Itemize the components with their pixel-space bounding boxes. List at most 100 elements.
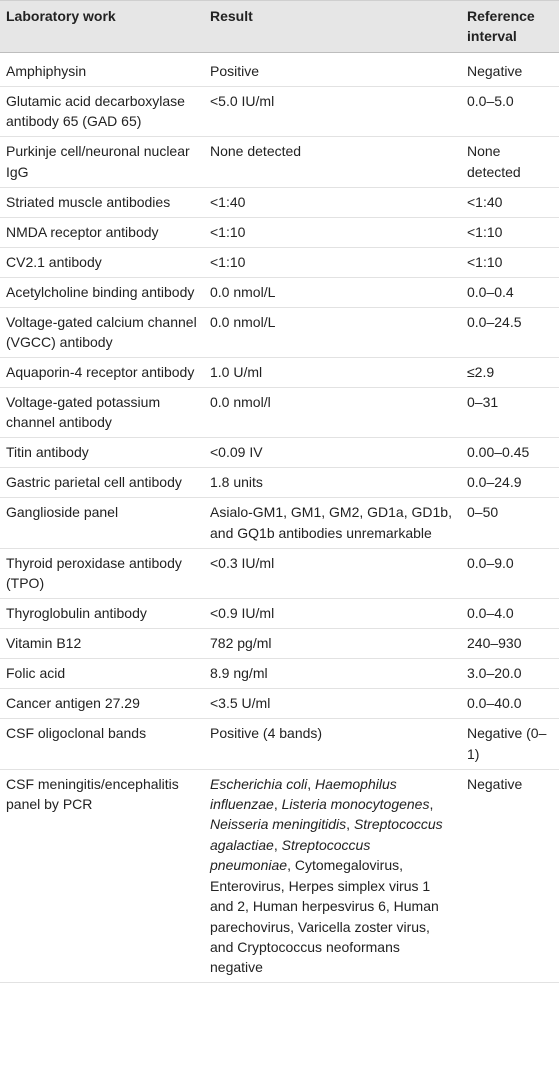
test-name: Striated muscle antibodies <box>6 193 171 210</box>
result: 1.8 units <box>210 474 263 491</box>
result: <1:10 <box>210 223 246 240</box>
test-name: Voltage-gated calcium channel (VGCC) ant… <box>6 313 197 351</box>
lab-table: Laboratory work Result Reference interval … <box>0 0 559 983</box>
test-name: Voltage-gated potassium channel antibody <box>6 394 161 431</box>
result: None detected <box>210 143 302 160</box>
test-name: CSF meningitis/encephalitis panel by PCR <box>6 775 179 813</box>
table-row: Purkinje cell/neuronal nuclear IgG None d… <box>0 137 559 188</box>
result: 0.0 nmol/l <box>210 394 271 411</box>
test-name: CV2.1 antibody <box>6 253 102 270</box>
table-row: CV2.1 antibody <1:10 <1:10 <box>0 247 559 278</box>
result: 1.0 U/ml <box>210 364 263 381</box>
result: <1:40 <box>210 193 246 210</box>
reference-interval: 0–31 <box>467 394 499 411</box>
result: <5.0 IU/ml <box>210 92 275 109</box>
reference-interval: Negative (0–1) <box>467 725 547 762</box>
result: 0.0 nmol/L <box>210 283 276 300</box>
test-name: Amphiphysin <box>6 62 87 79</box>
italic-text: Haemophilus influenzae <box>210 775 397 813</box>
text: , <box>273 796 282 813</box>
test-name: Gastric parietal cell antibody <box>6 474 182 491</box>
result: Escherichia coli, Haemophilus influenzae… <box>204 769 461 983</box>
result: Asialo-GM1, GM1, GM2, GD1a, GD1b, and GQ… <box>210 504 452 541</box>
test-name: Aquaporin-4 receptor antibody <box>6 364 195 381</box>
test-name: Titin antibody <box>6 444 89 461</box>
italic-text: Escherichia coli <box>210 775 308 792</box>
table-row: Ganglioside panel Asialo-GM1, GM1, GM2, G… <box>0 498 559 549</box>
test-name: Acetylcholine binding antibody <box>6 283 195 300</box>
italic-text: Neisseria meningitidis <box>210 816 347 833</box>
table-row: Folic acid 8.9 ng/ml 3.0–20.0 <box>0 659 559 689</box>
table-row: Thyroid peroxidase antibody (TPO) <0.3 IU… <box>0 548 559 599</box>
text: , <box>429 796 434 813</box>
result: <0.3 IU/ml <box>210 554 275 571</box>
result: <3.5 U/ml <box>210 695 271 712</box>
table-row: CSF oligoclonal bands Positive (4 bands) N… <box>0 719 559 770</box>
reference-interval: 0.0–9.0 <box>467 554 514 571</box>
reference-interval: 0.0–5.0 <box>467 92 514 109</box>
table-row: Titin antibody <0.09 IV 0.00–0.45 <box>0 438 559 468</box>
reference-interval: 0.0–4.0 <box>467 605 514 622</box>
test-name: Thyroid peroxidase antibody (TPO) <box>6 554 182 592</box>
reference-interval: <1:10 <box>467 223 503 240</box>
reference-interval: <1:40 <box>467 193 503 210</box>
result: <0.9 IU/ml <box>210 605 275 622</box>
test-name: Cancer antigen 27.29 <box>6 695 140 712</box>
test-name: Glutamic acid decarboxylase antibody 65 … <box>6 92 185 130</box>
reference-interval: Negative <box>467 62 523 79</box>
header-cell: Reference interval <box>461 0 559 53</box>
table-body: Amphiphysin Positive Negative Glutamic acid… <box>0 52 559 983</box>
header-cell: Laboratory work <box>0 0 204 53</box>
test-name: Thyroglobulin antibody <box>6 605 147 622</box>
test-name: Folic acid <box>6 665 66 682</box>
result: 782 pg/ml <box>210 635 272 652</box>
reference-interval: 240–930 <box>467 635 522 652</box>
table-row: Striated muscle antibodies <1:40 <1:40 <box>0 187 559 218</box>
test-name: Vitamin B12 <box>6 635 82 652</box>
text: , Cytomegalovirus, Enterovirus, Herpes s… <box>210 857 439 976</box>
table-row: Thyroglobulin antibody <0.9 IU/ml 0.0–4.0 <box>0 599 559 629</box>
italic-text: Streptococcus agalactiae <box>210 816 443 853</box>
reference-interval: 0.0–0.4 <box>467 283 514 300</box>
reference-interval: Negative <box>467 775 523 792</box>
test-name: Ganglioside panel <box>6 504 119 521</box>
reference-interval: None detected <box>467 143 521 180</box>
reference-interval: 0.0–40.0 <box>467 695 522 712</box>
result: 0.0 nmol/L <box>210 313 276 330</box>
reference-interval: 3.0–20.0 <box>467 665 522 682</box>
header-row: Laboratory work Result Reference interval <box>0 0 559 53</box>
reference-interval: ≤2.9 <box>467 364 495 381</box>
result: <0.09 IV <box>210 444 263 461</box>
reference-interval: <1:10 <box>467 253 503 270</box>
table-header: Laboratory work Result Reference interval <box>0 0 559 53</box>
table-row: Voltage-gated calcium channel (VGCC) ant… <box>0 307 559 358</box>
table-row: Cancer antigen 27.29 <3.5 U/ml 0.0–40.0 <box>0 689 559 719</box>
table-row: Amphiphysin Positive Negative <box>0 52 559 87</box>
table-row: CSF meningitis/encephalitis panel by PCR… <box>0 769 559 983</box>
text: , <box>307 775 316 792</box>
header-cell: Result <box>204 0 461 53</box>
result: Positive <box>210 62 260 79</box>
result: 8.9 ng/ml <box>210 665 268 682</box>
result: Positive (4 bands) <box>210 725 323 742</box>
table-row: Aquaporin-4 receptor antibody 1.0 U/ml ≤2.… <box>0 358 559 388</box>
reference-interval: 0–50 <box>467 504 499 521</box>
reference-interval: 0.00–0.45 <box>467 444 530 461</box>
text: , <box>346 816 354 833</box>
table-row: Vitamin B12 782 pg/ml 240–930 <box>0 629 559 659</box>
italic-text: Listeria monocytogenes <box>281 796 430 813</box>
table-row: Glutamic acid decarboxylase antibody 65 … <box>0 86 559 137</box>
italic-text: Streptococcus pneumoniae <box>210 836 371 874</box>
test-name: NMDA receptor antibody <box>6 223 159 240</box>
reference-interval: 0.0–24.5 <box>467 313 522 330</box>
table-row: Gastric parietal cell antibody 1.8 units 0… <box>0 468 559 498</box>
test-name: Purkinje cell/neuronal nuclear IgG <box>6 143 190 180</box>
reference-interval: 0.0–24.9 <box>467 474 522 491</box>
text: , <box>273 836 282 853</box>
table-row: Acetylcholine binding antibody 0.0 nmol/L… <box>0 277 559 308</box>
table-row: NMDA receptor antibody <1:10 <1:10 <box>0 217 559 248</box>
table-row: Voltage-gated potassium channel antibody… <box>0 388 559 438</box>
test-name: CSF oligoclonal bands <box>6 725 147 742</box>
result: <1:10 <box>210 253 246 270</box>
